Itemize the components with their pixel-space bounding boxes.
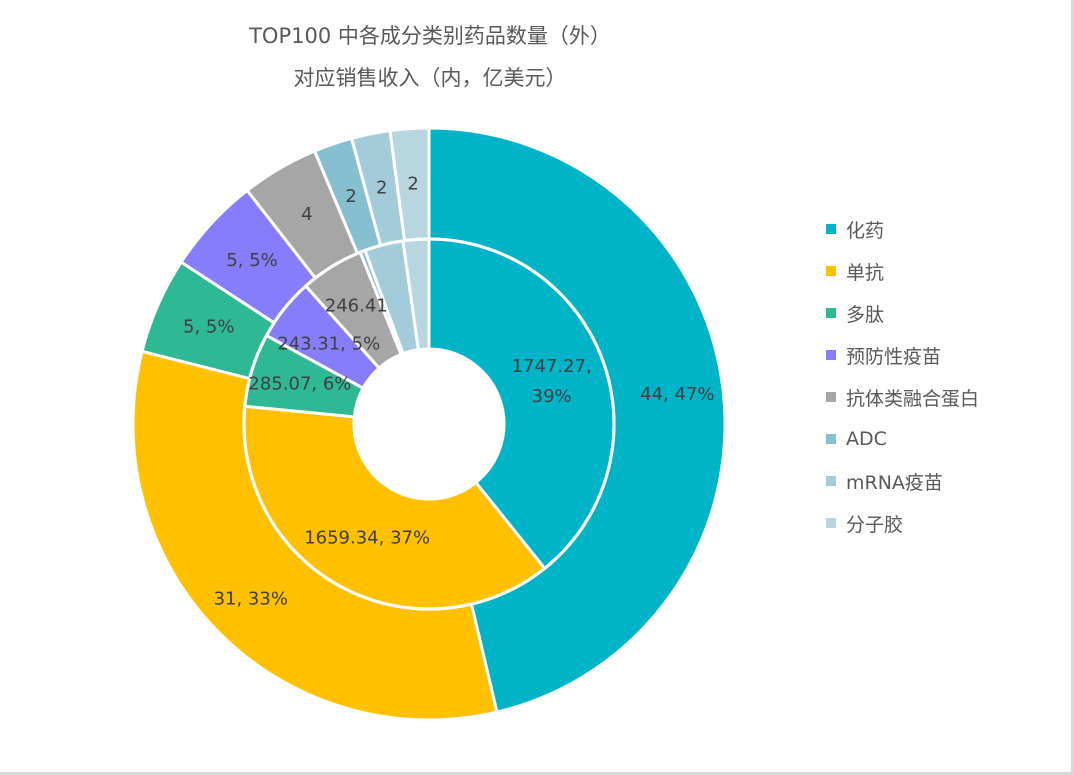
chart-title-line1: TOP100 中各成分类别药品数量（外） [249,24,611,48]
outer-data-label: 4 [301,204,312,225]
legend-item: 单抗 [826,250,979,292]
legend-item: mRNA疫苗 [826,460,979,502]
legend-swatch-icon [826,350,836,360]
legend-label: ADC [846,428,887,450]
outer-data-label: 2 [376,178,387,199]
legend-swatch-icon [826,518,836,528]
outer-data-label: 5, 5% [226,250,277,271]
legend-item: 预防性疫苗 [826,334,979,376]
legend-label: 化药 [846,219,885,242]
legend-item: 化药 [826,208,979,250]
legend-label: mRNA疫苗 [846,471,943,494]
legend-swatch-icon [826,476,836,486]
legend-item: 分子胶 [826,502,979,544]
legend-swatch-icon [826,308,836,318]
inner-data-label: 246.41 [325,296,388,317]
inner-data-label: 1747.27, 39% [512,356,592,407]
chart-title-line2: 对应销售收入（内，亿美元） [293,66,567,90]
legend-label: 分子胶 [846,513,904,536]
legend-swatch-icon [826,266,836,276]
legend-item: ADC [826,418,979,460]
outer-data-label: 2 [407,174,418,195]
inner-data-label: 1659.34, 37% [304,527,430,548]
legend-swatch-icon [826,392,836,402]
legend-label: 单抗 [846,261,885,284]
legend-label: 抗体类融合蛋白 [846,387,980,410]
legend-item: 抗体类融合蛋白 [826,376,979,418]
legend-label: 多肽 [846,303,885,326]
legend-label: 预防性疫苗 [846,345,942,368]
outer-data-label: 5, 5% [183,316,234,337]
inner-data-label: 243.31, 5% [277,333,380,354]
legend-swatch-icon [826,224,836,234]
outer-data-label: 31, 33% [214,588,288,609]
outer-data-label: 44, 47% [640,384,714,405]
ring-separator [242,237,616,611]
legend-item: 多肽 [826,292,979,334]
inner-data-label: 285.07, 6% [248,373,351,394]
outer-data-label: 2 [345,186,356,207]
legend-swatch-icon [826,434,836,444]
legend: 化药单抗多肽预防性疫苗抗体类融合蛋白 ADC mRNA疫苗 分子胶 [826,208,979,544]
